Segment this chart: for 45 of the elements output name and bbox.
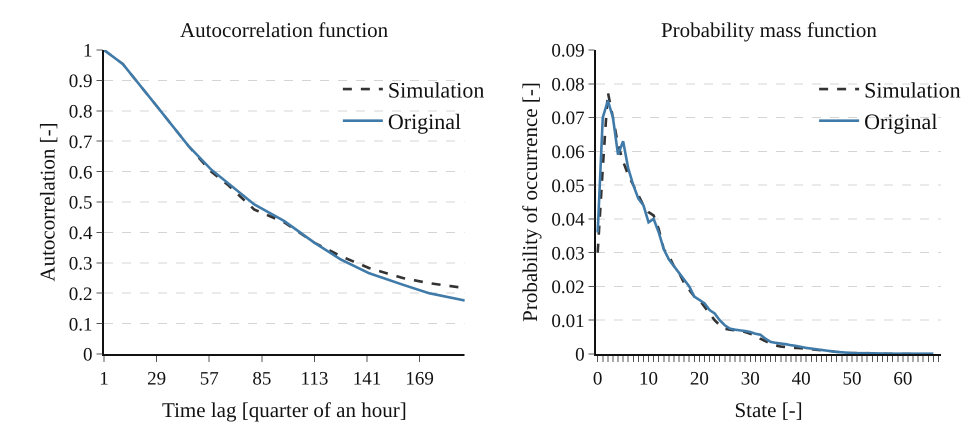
chart-title: Probability mass function <box>661 18 878 42</box>
y-tick-label: 0.06 <box>551 142 585 163</box>
x-tick-label: 30 <box>740 368 760 390</box>
x-tick-label: 57 <box>200 368 219 390</box>
x-tick-label: 1 <box>99 368 109 390</box>
x-tick-label: 85 <box>252 368 272 390</box>
y-tick-label: 0.09 <box>551 40 585 62</box>
y-tick-label: 0.1 <box>68 314 92 336</box>
y-axis-title: Probability of occurrence [-] <box>518 82 542 322</box>
y-tick-label: 0.04 <box>551 210 586 231</box>
x-axis-title: State [-] <box>734 398 803 422</box>
y-tick-label: 0.08 <box>551 74 585 96</box>
x-tick-label: 113 <box>300 368 328 390</box>
x-tick-label: 20 <box>690 368 709 390</box>
x-tick-label: 60 <box>893 368 912 390</box>
y-tick-label: 1 <box>82 40 92 62</box>
x-tick-label: 0 <box>592 368 602 390</box>
x-axis-title: Time lag [quarter of an hour] <box>162 398 407 422</box>
x-tick-label: 40 <box>792 368 811 390</box>
y-tick-label: 0.07 <box>551 108 585 130</box>
legend-label: Simulation <box>388 78 484 103</box>
legend-label: Simulation <box>864 78 961 103</box>
y-tick-label: 0.4 <box>68 223 93 244</box>
y-tick-label: 0.02 <box>551 277 585 298</box>
y-tick-label: 0.6 <box>68 162 92 184</box>
y-tick-label: 0.5 <box>68 192 92 214</box>
legend-label: Original <box>388 109 462 134</box>
y-tick-label: 0.03 <box>551 243 585 264</box>
y-tick-label: 0.7 <box>68 132 92 153</box>
y-tick-label: 0.05 <box>551 176 585 197</box>
y-tick-label: 0.2 <box>68 284 92 305</box>
x-tick-label: 169 <box>405 368 434 390</box>
x-tick-label: 141 <box>352 368 382 390</box>
x-tick-label: 29 <box>147 368 166 390</box>
x-tick-label: 50 <box>842 368 862 390</box>
x-tick-label: 10 <box>639 368 658 390</box>
y-tick-label: 0.01 <box>551 310 585 332</box>
y-tick-label: 0 <box>82 344 92 366</box>
y-tick-label: 0.3 <box>68 253 92 274</box>
y-tick-label: 0.9 <box>68 71 92 92</box>
chart-title: Autocorrelation function <box>180 18 389 42</box>
y-tick-label: 0.8 <box>68 101 92 122</box>
y-tick-label: 0 <box>575 344 585 366</box>
legend-label: Original <box>864 109 938 134</box>
y-axis-title: Autocorrelation [-] <box>35 122 60 282</box>
